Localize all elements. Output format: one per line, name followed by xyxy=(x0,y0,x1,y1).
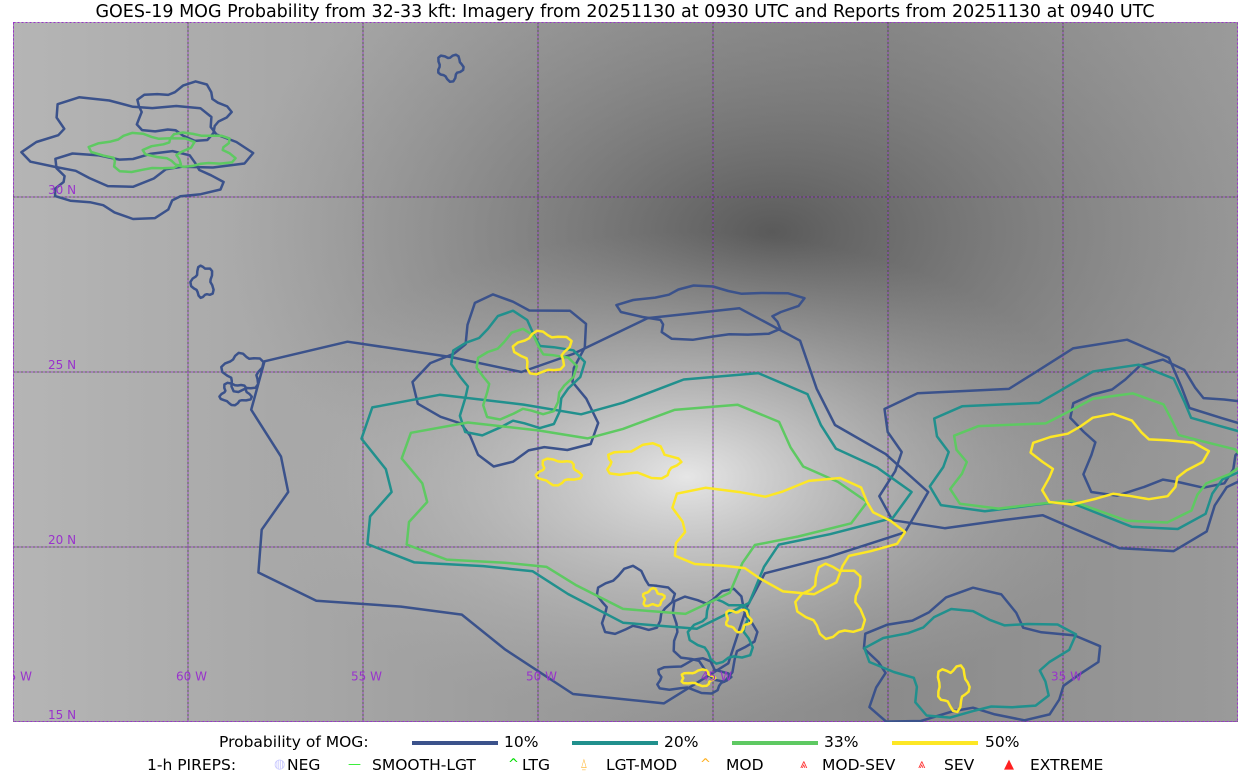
mog-contour-20 xyxy=(360,371,913,631)
mog-contour-33 xyxy=(141,131,237,169)
mog-33-swatch xyxy=(732,741,818,745)
mog-contour-10 xyxy=(218,381,254,407)
longitude-label: 50 W xyxy=(526,670,557,684)
mog-contour-50 xyxy=(1029,412,1211,506)
pirep-label: MOD-SEV xyxy=(822,756,896,774)
grid-labels: 65 W 60 W 55 W 50 W 45 W 35 W 30 N 25 N 20 N 15 N xyxy=(13,183,1082,722)
mog-contour-10 xyxy=(411,293,600,468)
caret-icon: ^ xyxy=(508,757,519,772)
pirep-label: LGT-MOD xyxy=(606,756,678,774)
mog-contour-33 xyxy=(475,327,579,421)
longitude-label: 60 W xyxy=(176,670,207,684)
mog-50-swatch xyxy=(892,741,978,745)
pirep-label: SEV xyxy=(944,756,975,774)
mog-contour-50 xyxy=(511,329,573,376)
pirep-legend-label: 1-h PIREPS: xyxy=(147,756,237,774)
mog-contour-10 xyxy=(615,284,806,342)
figure-title: GOES-19 MOG Probability from 32-33 kft: … xyxy=(95,2,1155,22)
mog-contour-10 xyxy=(878,338,1238,553)
mog-contour-50 xyxy=(641,586,666,608)
mog-contour-10 xyxy=(135,80,233,143)
mog-contour-10 xyxy=(671,587,759,683)
mog-contour-33 xyxy=(87,131,196,174)
caret-icon: ^ xyxy=(700,757,711,772)
latitude-label: 25 N xyxy=(48,358,76,372)
mog-contour-50 xyxy=(794,562,867,641)
mog-contour-10 xyxy=(862,586,1102,722)
neg-icon: ◍ xyxy=(274,757,286,772)
mog-contour-50 xyxy=(534,457,584,487)
mog-contour-10 xyxy=(656,657,733,695)
mog-contour-10 xyxy=(220,351,265,394)
mog-contour-10 xyxy=(437,53,465,84)
double-caret-bar-icon: ⩓ xyxy=(800,757,808,772)
mog-contour-20 xyxy=(928,363,1238,531)
mog-contour-50 xyxy=(680,668,717,688)
mog-contour-20 xyxy=(686,597,755,665)
mog-contour-10 xyxy=(595,564,677,636)
pirep-label: EXTREME xyxy=(1030,756,1104,774)
caret-bar-icon: ⍙ xyxy=(580,757,588,772)
mog-10-label: 10% xyxy=(504,733,539,751)
mog-33-label: 33% xyxy=(824,733,859,751)
filled-triangle-icon: ▲ xyxy=(1004,757,1014,772)
longitude-label: 35 W xyxy=(1051,670,1082,684)
mog-contour-10 xyxy=(249,307,930,705)
map-border xyxy=(13,22,1238,722)
latitude-label: 20 N xyxy=(48,533,76,547)
mog-20-swatch xyxy=(572,741,658,745)
double-caret-icon: ⩓ xyxy=(918,757,926,772)
pirep-label: NEG xyxy=(287,756,321,774)
mog-10-swatch xyxy=(412,741,498,745)
mog-legend-label: Probability of MOG: xyxy=(219,733,369,751)
mog-50-label: 50% xyxy=(985,733,1020,751)
mog-contours xyxy=(20,53,1238,722)
mog-contour-50 xyxy=(671,476,907,596)
satellite-map: 65 W 60 W 55 W 50 W 45 W 35 W 30 N 25 N 20 N 15 N xyxy=(13,22,1238,722)
mog-contour-10 xyxy=(189,264,215,300)
lat-lon-grid xyxy=(13,22,1238,722)
mog-contour-50 xyxy=(725,608,753,634)
latitude-label: 30 N xyxy=(48,183,76,197)
mog-contour-33 xyxy=(948,392,1238,524)
mog-contour-33 xyxy=(400,403,869,616)
longitude-label: 45 W xyxy=(701,670,732,684)
pirep-label: SMOOTH-LGT xyxy=(372,756,476,774)
mog-contour-50 xyxy=(936,664,971,714)
pirep-label: MOD xyxy=(726,756,764,774)
mog-contour-20 xyxy=(863,607,1078,719)
longitude-label: 65 W xyxy=(13,670,32,684)
line-icon: — xyxy=(348,757,361,772)
mog-contour-10 xyxy=(1069,358,1238,497)
latitude-label: 15 N xyxy=(48,708,76,722)
longitude-label: 55 W xyxy=(351,670,382,684)
mog-20-label: 20% xyxy=(664,733,699,751)
pirep-label: LTG xyxy=(522,756,550,774)
mog-contour-50 xyxy=(606,442,683,480)
